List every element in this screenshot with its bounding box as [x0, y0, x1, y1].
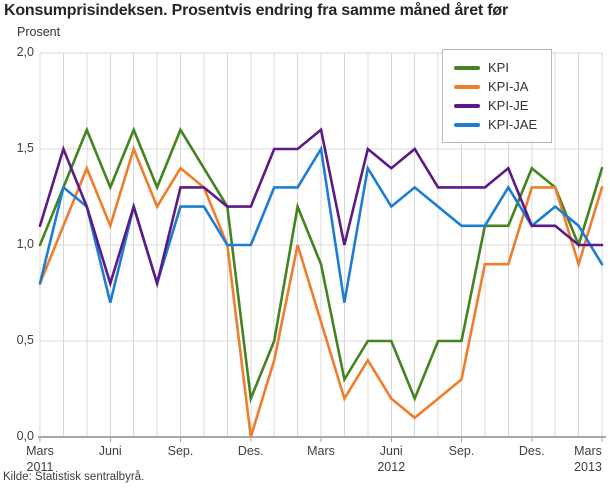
legend-swatch — [454, 84, 480, 89]
legend-swatch — [454, 103, 480, 108]
series-line-kpi — [38, 126, 604, 404]
x-tick-label: Des. — [500, 443, 564, 459]
x-tick-month: Des. — [237, 444, 264, 458]
x-tick-month: Sep. — [167, 444, 194, 458]
chart-title: Konsumprisindeksen. Prosentvis endring f… — [4, 2, 508, 19]
legend-item-kpi-ja[interactable]: KPI-JA — [454, 77, 537, 96]
series-line-kpi-je — [38, 127, 604, 289]
x-tick-year: 2013 — [574, 460, 602, 474]
x-tick-month: Juni — [98, 444, 122, 458]
x-tick-label: Sep. — [430, 443, 494, 459]
x-tick-month: Des. — [518, 444, 545, 458]
legend-item-kpi[interactable]: KPI — [454, 58, 537, 77]
x-tick-label: Des. — [219, 443, 283, 459]
source-note: Kilde: Statistisk sentralbyrå. — [3, 471, 145, 483]
x-tick-label: Juni 2012 — [359, 443, 423, 475]
y-tick-label: 0,0 — [16, 429, 34, 443]
legend-label: KPI-JA — [488, 79, 529, 94]
legend-swatch — [454, 65, 480, 70]
legend-label: KPI-JE — [488, 98, 529, 113]
y-tick-label: 1,5 — [16, 141, 34, 155]
legend-label: KPI-JAE — [488, 117, 538, 132]
legend-swatch — [454, 122, 480, 127]
legend-item-kpi-jae[interactable]: KPI-JAE — [454, 115, 537, 134]
x-tick-month: Mars — [307, 444, 335, 458]
legend-label: KPI — [488, 60, 509, 75]
x-tick-label: Mars 2011 — [8, 443, 72, 475]
y-tick-label: 2,0 — [16, 45, 34, 59]
x-tick-year: 2012 — [377, 460, 406, 474]
x-tick-month: Juni — [379, 444, 403, 458]
x-tick-month: Mars — [574, 444, 602, 458]
series-line-kpi-ja — [38, 145, 604, 438]
legend-item-kpi-je[interactable]: KPI-JE — [454, 96, 537, 115]
x-tick-label: Mars — [289, 443, 353, 459]
x-tick-month: Mars — [26, 444, 54, 458]
y-axis-title: Prosent — [17, 25, 61, 39]
x-tick-month: Sep. — [448, 444, 475, 458]
x-tick-year: 2011 — [26, 460, 54, 474]
x-tick-label: Mars 2013 — [556, 443, 610, 475]
x-tick-label: Sep. — [149, 443, 213, 459]
legend: KPI KPI-JA KPI-JE KPI-JAE — [442, 49, 553, 143]
y-tick-label: 1,0 — [16, 237, 34, 251]
y-tick-label: 0,5 — [16, 333, 34, 347]
x-tick-label: Juni — [78, 443, 142, 459]
